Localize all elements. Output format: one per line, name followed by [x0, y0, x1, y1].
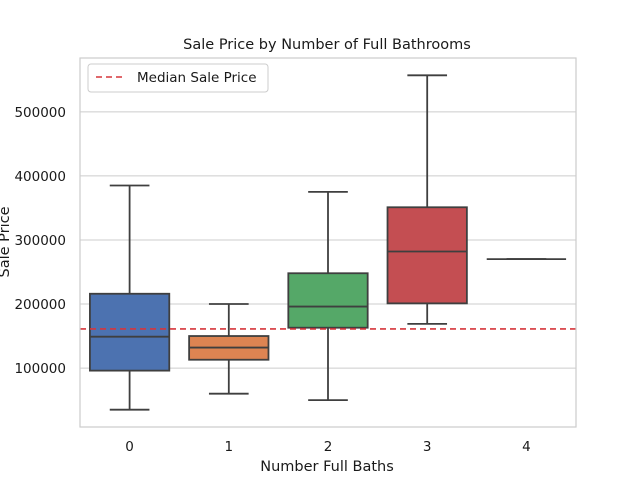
x-tick-label: 3 [423, 439, 432, 455]
y-axis-label: Sale Price [0, 206, 13, 277]
box-group-0 [89, 184, 171, 411]
box-group-3 [386, 74, 468, 325]
x-axis-ticks: 0 1 2 3 4 [125, 439, 530, 455]
legend: Median Sale Price [87, 63, 269, 93]
y-tick-label: 200000 [14, 297, 66, 313]
y-tick-label: 100000 [14, 361, 66, 377]
box-iqr [89, 292, 171, 372]
legend-frame [87, 63, 269, 93]
legend-label: Median Sale Price [137, 70, 257, 86]
x-tick-label: 0 [125, 439, 134, 455]
chart-title: Sale Price by Number of Full Bathrooms [183, 37, 471, 53]
box-iqr [287, 272, 369, 329]
plot-frame [79, 57, 577, 428]
box-iqr [386, 206, 468, 305]
y-axis-ticks: 100000 200000 300000 400000 500000 [14, 105, 66, 377]
box-group-2 [287, 190, 369, 401]
x-tick-label: 1 [225, 439, 234, 455]
box-series [89, 74, 567, 411]
y-tick-label: 300000 [14, 233, 66, 249]
x-tick-label: 2 [324, 439, 333, 455]
x-axis-label: Number Full Baths [260, 459, 394, 475]
x-tick-label: 4 [522, 439, 531, 455]
y-tick-label: 400000 [14, 169, 66, 185]
y-tick-label: 500000 [14, 105, 66, 121]
box-group-1 [188, 303, 270, 395]
